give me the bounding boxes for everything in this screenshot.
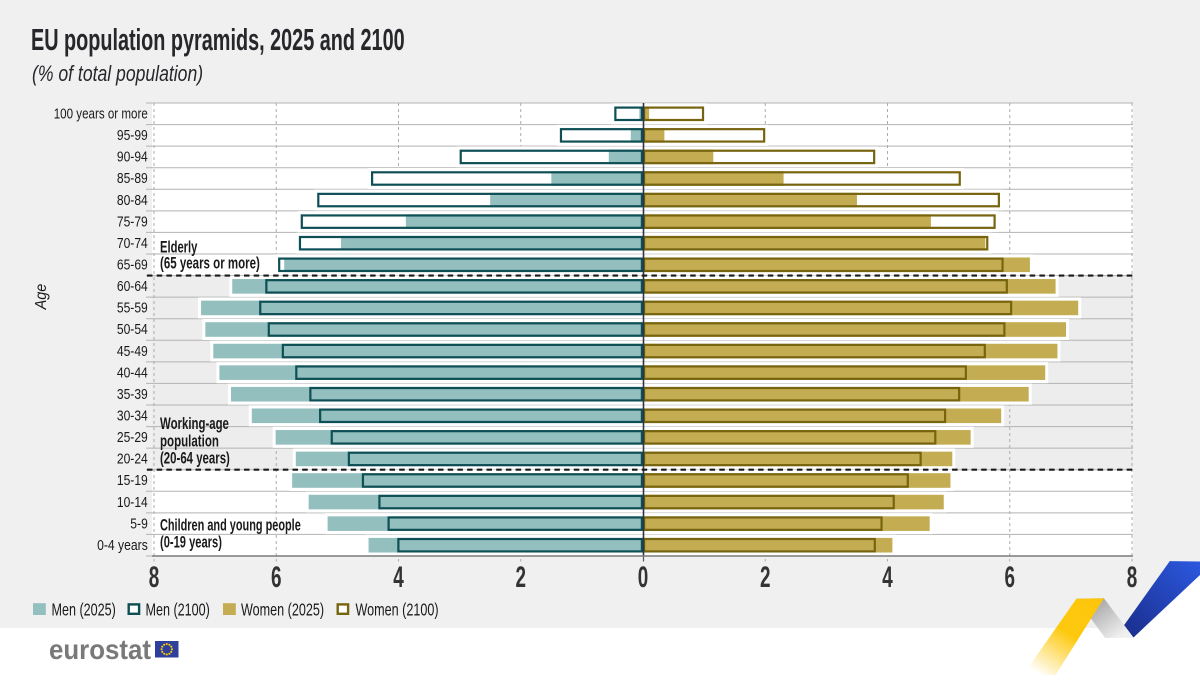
svg-text:65-69: 65-69 bbox=[117, 256, 148, 272]
svg-text:8: 8 bbox=[149, 562, 159, 594]
svg-text:Men (2100): Men (2100) bbox=[146, 601, 210, 621]
svg-text:(20-64 years): (20-64 years) bbox=[160, 449, 230, 468]
svg-text:4: 4 bbox=[393, 562, 404, 594]
svg-text:(% of total population): (% of total population) bbox=[32, 62, 203, 86]
svg-text:15-19: 15-19 bbox=[117, 472, 148, 488]
svg-text:Men (2025): Men (2025) bbox=[52, 601, 116, 621]
svg-text:55-59: 55-59 bbox=[117, 300, 148, 316]
svg-text:90-94: 90-94 bbox=[117, 149, 148, 165]
svg-text:Women (2025): Women (2025) bbox=[241, 601, 324, 621]
svg-text:eurostat: eurostat bbox=[49, 634, 151, 665]
svg-text:2: 2 bbox=[516, 562, 526, 594]
svg-text:100 years or more: 100 years or more bbox=[54, 105, 148, 122]
svg-text:(65 years or more): (65 years or more) bbox=[160, 254, 260, 273]
svg-text:Age: Age bbox=[32, 284, 50, 311]
svg-text:6: 6 bbox=[1005, 562, 1015, 594]
svg-text:4: 4 bbox=[882, 562, 893, 594]
svg-text:5-9: 5-9 bbox=[130, 515, 147, 531]
svg-text:10-14: 10-14 bbox=[117, 494, 148, 510]
svg-text:45-49: 45-49 bbox=[117, 343, 148, 359]
svg-text:40-44: 40-44 bbox=[117, 364, 148, 380]
svg-text:EU population pyramids, 2025 a: EU population pyramids, 2025 and 2100 bbox=[31, 21, 405, 57]
svg-text:0-4 years: 0-4 years bbox=[97, 537, 148, 553]
svg-text:(0-19 years): (0-19 years) bbox=[160, 533, 222, 552]
svg-text:20-24: 20-24 bbox=[117, 451, 148, 467]
svg-text:85-89: 85-89 bbox=[117, 170, 148, 186]
svg-text:Women (2100): Women (2100) bbox=[356, 601, 439, 621]
svg-text:80-84: 80-84 bbox=[117, 192, 148, 208]
svg-text:50-54: 50-54 bbox=[117, 321, 148, 337]
svg-text:6: 6 bbox=[271, 562, 281, 594]
svg-text:25-29: 25-29 bbox=[117, 429, 148, 445]
svg-text:60-64: 60-64 bbox=[117, 278, 148, 294]
svg-text:95-99: 95-99 bbox=[117, 127, 148, 143]
svg-text:30-34: 30-34 bbox=[117, 407, 148, 423]
svg-text:8: 8 bbox=[1127, 562, 1137, 594]
svg-text:75-79: 75-79 bbox=[117, 213, 148, 229]
svg-text:Working-age: Working-age bbox=[160, 415, 229, 434]
svg-text:35-39: 35-39 bbox=[117, 386, 148, 402]
svg-text:70-74: 70-74 bbox=[117, 235, 148, 251]
svg-text:population: population bbox=[160, 432, 219, 451]
svg-text:0: 0 bbox=[638, 562, 648, 594]
svg-text:2: 2 bbox=[760, 562, 770, 594]
